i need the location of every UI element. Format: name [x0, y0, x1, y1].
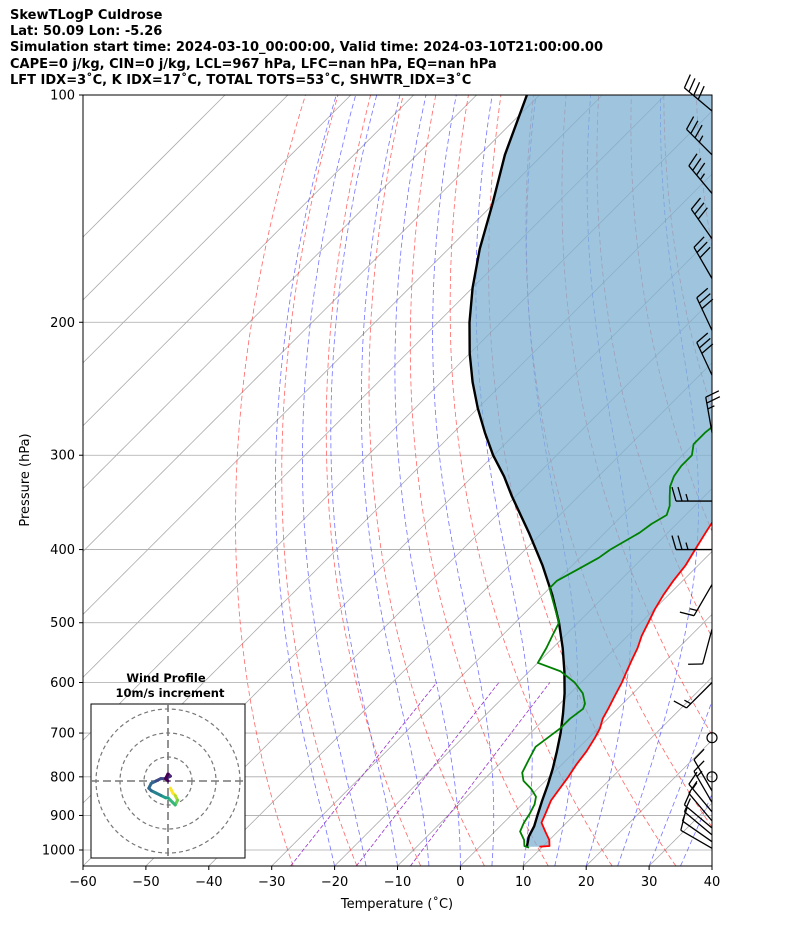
y-axis-label: Pressure (hPa) [18, 433, 33, 526]
dry-adiabat-line [235, 95, 306, 866]
x-tick-label: −20 [321, 875, 348, 890]
moist-adiabat-line [432, 95, 495, 866]
wind-barb [705, 390, 721, 433]
wind-barb [706, 732, 718, 744]
wind-barb [693, 748, 713, 792]
wind-barb [673, 682, 713, 709]
y-tick-label: 100 [50, 89, 75, 104]
x-tick-label: −30 [258, 875, 285, 890]
location-line: Lat: 50.09 Lon: -5.26 [10, 24, 163, 40]
wind-barb [681, 807, 713, 843]
wind-profile-inset: Wind Profile 10m/s increment [90, 671, 246, 859]
dry-adiabat-line [368, 95, 485, 866]
y-tick-label: 900 [50, 809, 75, 824]
isotherm-line [83, 110, 712, 741]
wind-barb [696, 332, 714, 376]
mixing-ratio-line [290, 682, 438, 866]
x-tick-label: 20 [578, 875, 595, 890]
isotherm-line [83, 95, 603, 615]
wind-barb [690, 197, 713, 240]
x-tick-label: 0 [456, 875, 464, 890]
series-layer [468, 95, 712, 849]
cape-line: CAPE=0 j/kg, CIN=0 j/kg, LCL=967 hPa, LF… [10, 56, 497, 72]
wind-barb [688, 629, 713, 665]
x-tick-label: −10 [384, 875, 411, 890]
y-tick-label: 500 [50, 616, 75, 631]
dry-adiabat-line [449, 95, 613, 866]
parcel-profile-line [468, 95, 566, 847]
isotherm-line [711, 865, 712, 866]
moist-adiabat-line [330, 95, 398, 866]
y-tick-label: 300 [50, 449, 75, 464]
dry-adiabat-line [729, 95, 794, 866]
isotherm-line [83, 95, 666, 678]
y-tick-label: 700 [50, 727, 75, 742]
wind-barb [685, 116, 713, 156]
y-tick-label: 400 [50, 543, 75, 558]
wind-barb [688, 153, 713, 194]
wind-barb [688, 771, 713, 813]
inset-title: Wind Profile [126, 671, 206, 685]
isotherm-line [83, 95, 540, 553]
isotherm-line [523, 676, 712, 866]
x-tick-label: −50 [132, 875, 159, 890]
y-tick-label: 200 [50, 316, 75, 331]
time-line: Simulation start time: 2024-03-10_00:00:… [10, 40, 603, 56]
moist-adiabat-line [711, 865, 712, 866]
moist-adiabat-line [361, 95, 430, 866]
x-tick-label: 30 [641, 875, 658, 890]
wind-barb [693, 236, 713, 279]
x-tick-label: −40 [195, 875, 222, 890]
wind-barb [683, 74, 713, 112]
isotherm-line [83, 95, 414, 427]
hodograph-segment [164, 777, 170, 783]
dry-adiabat-line [409, 95, 549, 866]
isotherm-line [271, 425, 712, 866]
wind-barb [671, 535, 712, 551]
x-tick-label: 40 [704, 875, 721, 890]
cin-shaded-area [469, 95, 712, 847]
isotherm-line [83, 95, 477, 490]
chart-title-block: SkewTLogP Culdrose Lat: 50.09 Lon: -5.26… [10, 8, 603, 89]
chart-title: SkewTLogP Culdrose [10, 8, 163, 23]
dry-adiabat-line [325, 95, 422, 866]
wind-barb [688, 780, 713, 822]
wind-barb [706, 771, 718, 783]
moist-adiabat-line [680, 793, 712, 866]
wind-barb [683, 798, 713, 836]
dry-adiabat-line [281, 95, 358, 866]
wind-barb [696, 287, 714, 331]
moist-adiabat-line [648, 700, 712, 866]
x-tick-label: 10 [515, 875, 532, 890]
mixing-ratio-line [410, 682, 551, 866]
inset-subtitle: 10m/s increment [116, 686, 225, 700]
axes-layer: −60 −50 −40 −30 −20 −10 0 10 20 30 40 100 200 300 400 5… [42, 89, 720, 891]
dry-adiabat-line [762, 95, 794, 866]
moist-adiabat-line [617, 95, 699, 866]
dewpoint-line [519, 426, 712, 849]
isotherm-line [334, 488, 712, 866]
y-tick-label: 1000 [42, 844, 75, 859]
x-axis-label: Temperature (˚C) [340, 896, 453, 912]
moist-adiabat-line [274, 95, 337, 866]
moist-adiabat-line [302, 95, 367, 866]
moist-adiabat-line [394, 95, 461, 866]
wind-barbs [671, 74, 721, 849]
wind-barb [671, 486, 712, 502]
x-tick-label: −60 [69, 875, 96, 890]
index-line: LFT IDX=3˚C, K IDX=17˚C, TOTAL TOTS=53˚C… [10, 72, 472, 88]
isotherm-line [585, 739, 712, 866]
mixing-ratio-line [355, 682, 500, 866]
isotherm-line [460, 613, 712, 866]
isotherm-line [648, 802, 712, 866]
y-tick-label: 800 [50, 770, 75, 785]
y-tick-label: 600 [50, 676, 75, 691]
wind-barb [679, 584, 713, 617]
